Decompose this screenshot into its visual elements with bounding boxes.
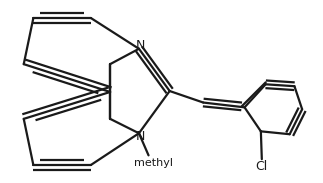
Text: Cl: Cl <box>256 160 268 173</box>
Text: methyl: methyl <box>134 158 173 168</box>
Text: N: N <box>136 39 146 52</box>
Text: N: N <box>136 130 146 143</box>
